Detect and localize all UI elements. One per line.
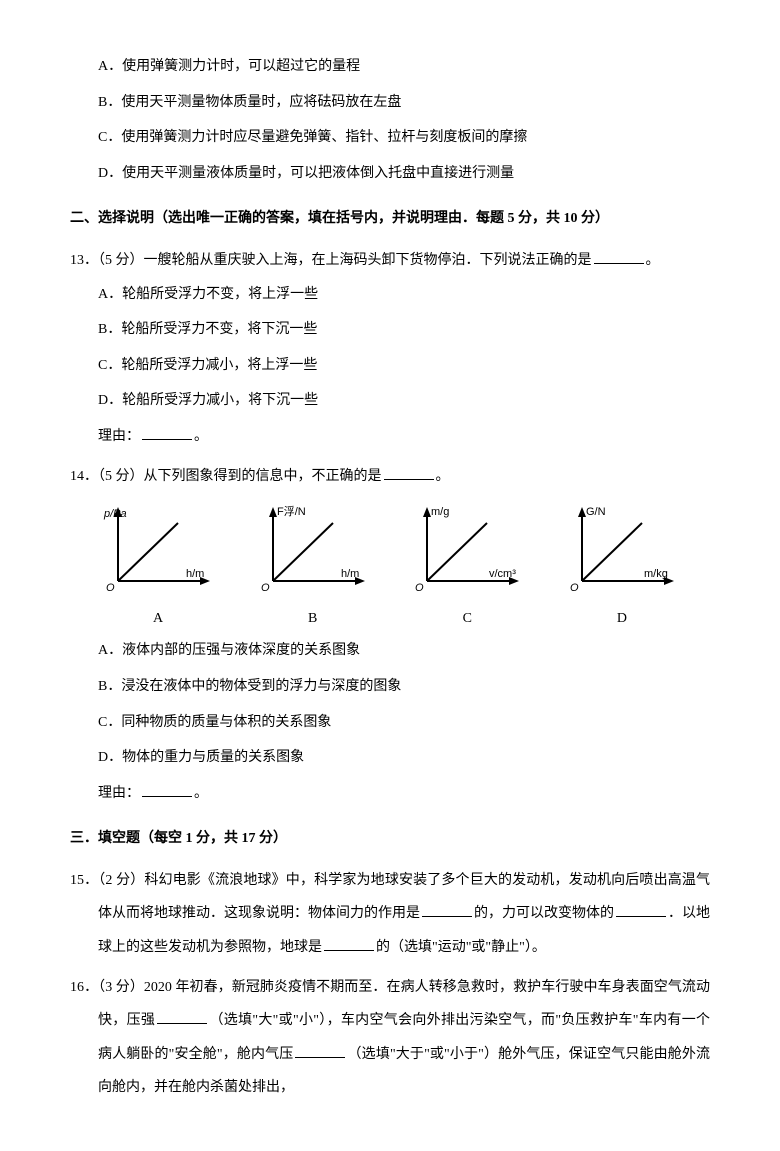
q14-option-D: D．物体的重力与质量的关系图象 xyxy=(98,741,710,775)
q13: 13．（5 分）一艘轮船从重庆驶入上海，在上海码头卸下货物停泊．下列说法正确的是… xyxy=(70,244,710,454)
graph-D-letter: D xyxy=(562,609,682,629)
graph-A-letter: A xyxy=(98,609,218,629)
graph-A: p/Pa h/m O A xyxy=(98,503,218,628)
graph-B: F浮/N h/m O B xyxy=(253,503,373,628)
q14: 14．（5 分）从下列图象得到的信息中，不正确的是。 p/Pa h/m O A xyxy=(70,460,710,811)
q16-blank2[interactable] xyxy=(295,1044,345,1058)
q14-options: A．液体内部的压强与液体深度的关系图象 B．浸没在液体中的物体受到的浮力与深度的… xyxy=(70,634,710,774)
q13-tail: 。 xyxy=(646,253,660,268)
q13-reason-blank[interactable] xyxy=(142,426,192,440)
q15-text-d: 的（选填"运动"或"静止"）。 xyxy=(376,940,546,955)
q12-option-A: A．使用弹簧测力计时，可以超过它的量程 xyxy=(98,50,710,84)
q13-reason: 理由： 。 xyxy=(70,420,710,454)
svg-text:O: O xyxy=(261,582,270,593)
q12-option-C: C．使用弹簧测力计时应尽量避免弹簧、指针、拉杆与刻度板间的摩擦 xyxy=(98,121,710,155)
graph-B-ylabel: F浮/N xyxy=(277,505,306,518)
q14-option-C: C．同种物质的质量与体积的关系图象 xyxy=(98,706,710,740)
graph-D-xlabel: m/kg xyxy=(644,568,668,580)
q15-blank1[interactable] xyxy=(422,903,472,917)
q12-options: A．使用弹簧测力计时，可以超过它的量程 B．使用天平测量物体质量时，应将砝码放在… xyxy=(70,50,710,190)
graph-C-ylabel: m/g xyxy=(431,506,449,518)
graph-C-xlabel: v/cm³ xyxy=(489,568,516,580)
q14-reason: 理由： 。 xyxy=(70,777,710,811)
svg-text:O: O xyxy=(106,582,115,593)
graph-C: m/g v/cm³ O C xyxy=(407,503,527,628)
q14-reason-blank[interactable] xyxy=(142,783,192,797)
q13-options: A．轮船所受浮力不变，将上浮一些 B．轮船所受浮力不变，将下沉一些 C．轮船所受… xyxy=(70,278,710,418)
q13-option-A: A．轮船所受浮力不变，将上浮一些 xyxy=(98,278,710,312)
q13-stem-text: 13．（5 分）一艘轮船从重庆驶入上海，在上海码头卸下货物停泊．下列说法正确的是 xyxy=(70,253,592,268)
q12-option-B: B．使用天平测量物体质量时，应将砝码放在左盘 xyxy=(98,86,710,120)
section3-title: 三．填空题（每空 1 分，共 17 分） xyxy=(70,822,710,856)
q13-option-D: D．轮船所受浮力减小，将下沉一些 xyxy=(98,384,710,418)
q13-option-B: B．轮船所受浮力不变，将下沉一些 xyxy=(98,313,710,347)
q15-text-a: 15．（2 分）科幻电影《流浪地球》中，科学家为地球安装了多个巨大的发动机，发动… xyxy=(70,873,710,922)
graph-D-ylabel: G/N xyxy=(586,506,606,518)
graph-B-letter: B xyxy=(253,609,373,629)
q16: 16．（3 分）2020 年初春，新冠肺炎疫情不期而至．在病人转移急救时，救护车… xyxy=(70,971,710,1105)
q13-stem: 13．（5 分）一艘轮船从重庆驶入上海，在上海码头卸下货物停泊．下列说法正确的是… xyxy=(70,244,710,278)
svg-text:O: O xyxy=(415,582,424,593)
q13-reason-tail: 。 xyxy=(194,429,208,444)
graph-B-xlabel: h/m xyxy=(341,568,359,580)
q14-reason-label: 理由： xyxy=(98,786,140,801)
q14-blank[interactable] xyxy=(384,466,434,480)
q13-reason-label: 理由： xyxy=(98,429,140,444)
q14-stem: 14．（5 分）从下列图象得到的信息中，不正确的是 。 xyxy=(70,460,710,494)
graph-A-ylabel: p/Pa xyxy=(103,508,127,520)
graph-A-xlabel: h/m xyxy=(186,568,204,580)
graph-D: G/N m/kg O D xyxy=(562,503,682,628)
q14-option-B: B．浸没在液体中的物体受到的浮力与深度的图象 xyxy=(98,670,710,704)
q14-reason-tail: 。 xyxy=(194,786,208,801)
q15-text-b: 的，力可以改变物体的 xyxy=(474,906,614,921)
q15-blank2[interactable] xyxy=(616,903,666,917)
graph-C-letter: C xyxy=(407,609,527,629)
q13-option-C: C．轮船所受浮力减小，将上浮一些 xyxy=(98,349,710,383)
q12-option-D: D．使用天平测量液体质量时，可以把液体倒入托盘中直接进行测量 xyxy=(98,157,710,191)
q13-blank[interactable] xyxy=(594,250,644,264)
q14-stem-text: 14．（5 分）从下列图象得到的信息中，不正确的是 xyxy=(70,469,382,484)
q14-option-A: A．液体内部的压强与液体深度的关系图象 xyxy=(98,634,710,668)
section2-title: 二、选择说明（选出唯一正确的答案，填在括号内，并说明理由．每题 5 分，共 10… xyxy=(70,202,710,236)
q15-blank3[interactable] xyxy=(324,937,374,951)
q16-blank1[interactable] xyxy=(157,1010,207,1024)
svg-text:O: O xyxy=(570,582,579,593)
q14-graphs: p/Pa h/m O A F浮/N h/m O B xyxy=(70,493,710,634)
q14-tail: 。 xyxy=(436,469,450,484)
q15: 15．（2 分）科幻电影《流浪地球》中，科学家为地球安装了多个巨大的发动机，发动… xyxy=(70,864,710,965)
